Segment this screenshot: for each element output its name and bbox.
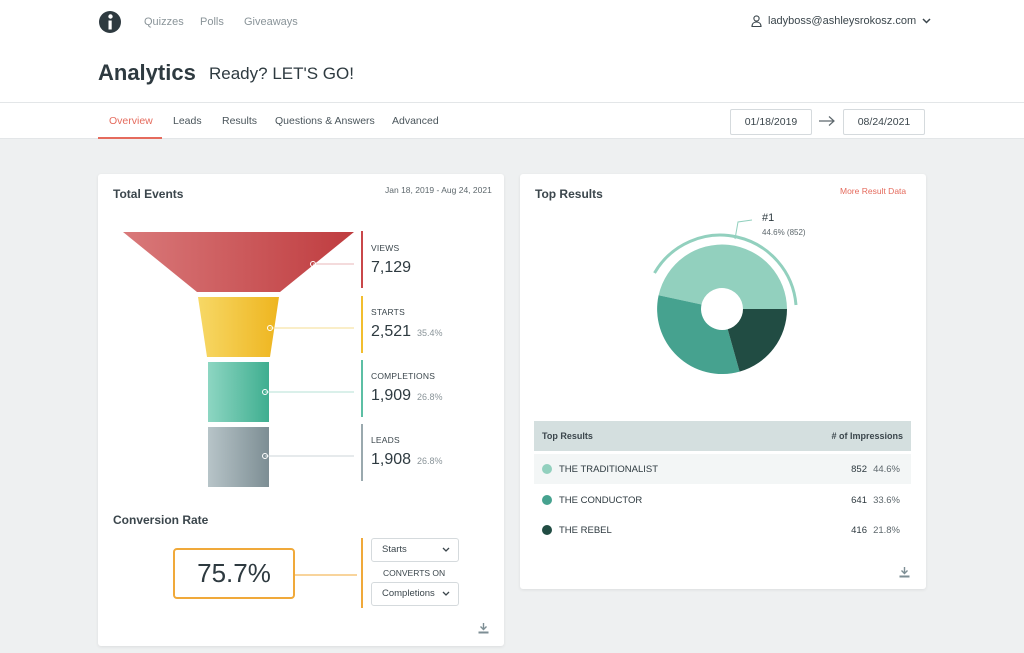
legend-dot: [542, 464, 552, 474]
user-menu[interactable]: ladyboss@ashleysrokosz.com: [751, 15, 931, 27]
active-tab-indicator: [98, 137, 162, 139]
callout-detail: 44.6% (852): [762, 228, 806, 237]
funnel-leads: [208, 427, 269, 487]
completions-pct: 26.8%: [417, 392, 443, 402]
result-count: 852: [851, 464, 867, 475]
starts-bar: [361, 296, 363, 353]
user-icon: [751, 15, 762, 27]
top-results-card: [520, 174, 926, 589]
slice-traditionalist: [658, 244, 787, 309]
result-count: 416: [851, 525, 867, 536]
views-value: 7,129: [371, 259, 412, 276]
header-top-results: Top Results: [542, 431, 593, 441]
top-results-table-header: Top Results # of Impressions: [534, 421, 911, 451]
nav-polls[interactable]: Polls: [200, 16, 224, 28]
funnel-views: [123, 232, 354, 292]
completions-label: COMPLETIONS: [371, 371, 436, 381]
nav-quizzes[interactable]: Quizzes: [144, 16, 184, 28]
legend-dot: [542, 525, 552, 535]
chevron-down-icon: [922, 18, 931, 24]
result-name: THE TRADITIONALIST: [559, 464, 659, 475]
start-date-input[interactable]: 01/18/2019: [730, 109, 812, 135]
result-name: THE REBEL: [559, 525, 612, 536]
header-impressions: # of Impressions: [831, 431, 903, 441]
total-events-title: Total Events: [113, 187, 184, 201]
chevron-down-icon: [442, 547, 450, 552]
leads-value: 1,908: [371, 451, 412, 468]
leads-bar: [361, 424, 363, 481]
funnel-completions: [208, 362, 269, 422]
tabs-bar: Overview Leads Results Questions & Answe…: [0, 102, 1024, 139]
slice-rebel: [727, 309, 787, 372]
conversion-from-select[interactable]: Starts: [371, 538, 459, 562]
leads-label: LEADS: [371, 435, 400, 445]
conversion-to-value: Completions: [382, 588, 435, 599]
starts-label: STARTS: [371, 307, 405, 317]
table-row: THE REBEL 416 21.8%: [534, 515, 911, 545]
top-navbar: Quizzes Polls Giveaways ladyboss@ashleys…: [0, 0, 1024, 46]
conversion-to-select[interactable]: Completions: [371, 582, 459, 606]
table-row: THE CONDUCTOR 641 33.6%: [534, 485, 911, 515]
nav-giveaways[interactable]: Giveaways: [244, 16, 298, 28]
tab-results[interactable]: Results: [222, 115, 258, 127]
result-pct: 44.6%: [873, 464, 900, 475]
result-name: THE CONDUCTOR: [559, 495, 643, 506]
more-result-data-link[interactable]: More Result Data: [840, 186, 907, 196]
legend-dot: [542, 495, 552, 505]
completions-bar: [361, 360, 363, 417]
starts-pct: 35.4%: [417, 328, 443, 338]
conversion-bar: [361, 538, 363, 608]
views-label: VIEWS: [371, 243, 400, 253]
views-bar: [361, 231, 363, 288]
result-count: 641: [851, 495, 867, 506]
conversion-rate-title: Conversion Rate: [113, 513, 209, 527]
conversion-rate-value: 75.7%: [173, 548, 295, 599]
page-header: Analytics Ready? LET'S GO!: [0, 46, 1024, 102]
total-events-range: Jan 18, 2019 - Aug 24, 2021: [385, 185, 492, 195]
callout-rank: #1: [762, 212, 775, 224]
funnel-starts: [198, 297, 279, 357]
donut-chart: [653, 219, 798, 374]
arrow-right-icon: [819, 116, 835, 126]
starts-value: 2,521: [371, 323, 412, 340]
chevron-down-icon: [442, 591, 450, 596]
top-results-title: Top Results: [535, 187, 603, 201]
result-pct: 21.8%: [873, 525, 900, 536]
user-email: ladyboss@ashleysrokosz.com: [768, 15, 917, 27]
tab-questions-answers[interactable]: Questions & Answers: [275, 115, 375, 127]
tab-leads[interactable]: Leads: [173, 115, 202, 127]
leads-pct: 26.8%: [417, 456, 443, 466]
page-title: Analytics: [98, 60, 196, 85]
logo-icon[interactable]: [98, 10, 122, 34]
result-pct: 33.6%: [873, 495, 900, 506]
slice-conductor: [657, 295, 740, 374]
tab-advanced[interactable]: Advanced: [392, 115, 439, 127]
conversion-from-value: Starts: [382, 544, 407, 555]
converts-on-label: CONVERTS ON: [383, 568, 446, 578]
completions-value: 1,909: [371, 387, 412, 404]
highlight-arc: [653, 233, 798, 306]
tab-overview[interactable]: Overview: [109, 115, 153, 127]
page-subtitle: Ready? LET'S GO!: [209, 64, 354, 83]
end-date-input[interactable]: 08/24/2021: [843, 109, 925, 135]
table-row: THE TRADITIONALIST 852 44.6%: [534, 454, 911, 484]
download-icon[interactable]: [478, 622, 489, 634]
callout-line: [734, 219, 753, 240]
download-icon[interactable]: [899, 566, 910, 578]
